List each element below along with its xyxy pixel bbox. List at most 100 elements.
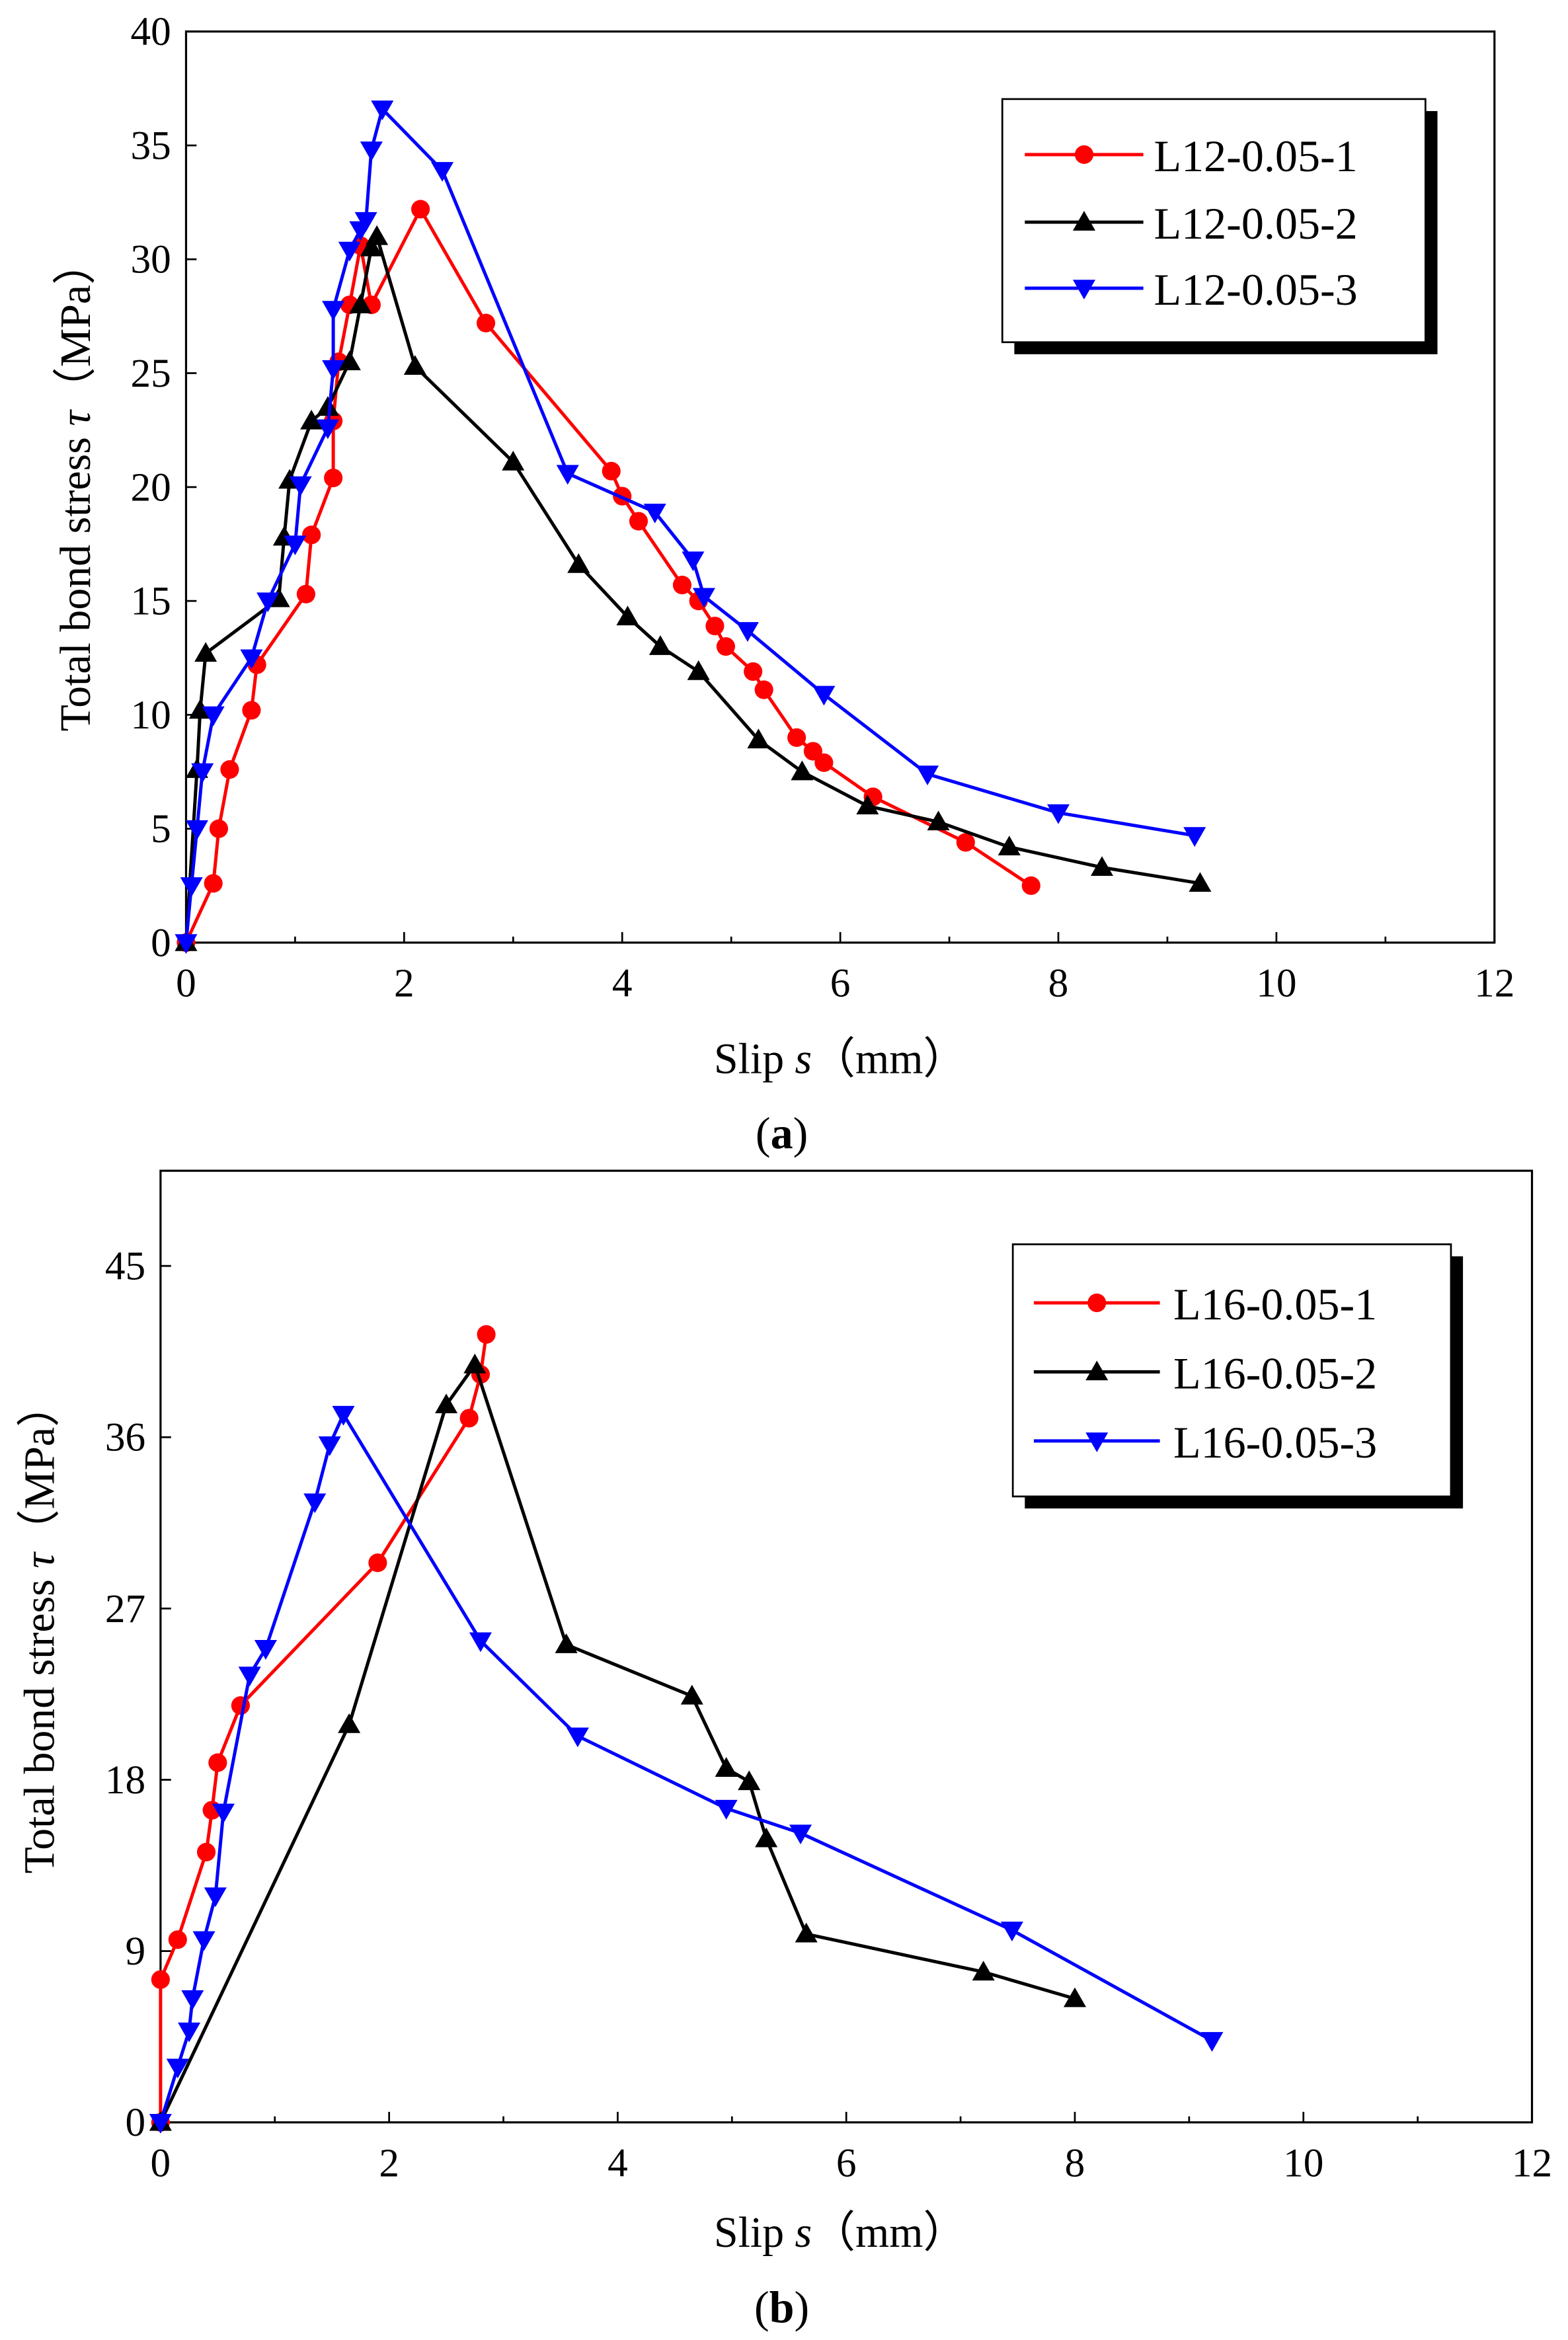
- data-point: [209, 819, 229, 838]
- data-point: [332, 1405, 355, 1426]
- y-tick-label: 9: [126, 1929, 146, 1974]
- y-tick-label: 10: [130, 693, 171, 738]
- data-point: [208, 1753, 227, 1772]
- data-point: [567, 553, 590, 573]
- x-tick-label: 0: [176, 961, 196, 1006]
- x-tick-label: 12: [1474, 961, 1514, 1006]
- data-point: [196, 1842, 216, 1861]
- data-point: [338, 241, 361, 262]
- data-point: [242, 701, 261, 720]
- data-point: [556, 465, 579, 485]
- series-L16-0.05-3: [149, 1405, 1224, 2134]
- x-tick-label: 8: [1065, 2140, 1085, 2185]
- legend-entry: L16-0.05-1: [1033, 1279, 1377, 1329]
- data-point: [459, 1409, 479, 1428]
- data-point: [178, 2022, 201, 2043]
- data-point: [791, 760, 814, 781]
- y-tick-label: 0: [151, 920, 171, 965]
- series-group: [149, 1325, 1224, 2134]
- data-point: [476, 313, 496, 332]
- data-point: [168, 1930, 187, 1949]
- data-point: [303, 1493, 327, 1514]
- y-axis-title: Total bond stress τ（MPa）: [52, 241, 100, 731]
- axis-ticks: 0 2 4 6 8 10 12 0 9 18 27 36 45: [105, 1244, 1552, 2186]
- data-point: [322, 301, 345, 321]
- data-point: [1021, 876, 1040, 895]
- y-tick-label: 15: [130, 579, 171, 624]
- legend-entry: L16-0.05-2: [1033, 1348, 1377, 1398]
- data-point: [648, 635, 672, 655]
- axis-ticks: 0 2 4 6 8 10 12 0 5 10 15 20 25 30 35 40: [130, 9, 1514, 1006]
- legend-marker: [1085, 1360, 1109, 1381]
- data-point: [175, 934, 198, 955]
- y-tick-label: 25: [130, 351, 171, 396]
- data-point: [204, 1887, 227, 1908]
- data-point: [238, 1666, 261, 1687]
- data-point: [181, 1990, 204, 2010]
- legend-marker: [1072, 280, 1095, 300]
- x-tick-label: 6: [836, 2140, 857, 2185]
- data-point: [602, 461, 621, 481]
- data-point: [754, 680, 773, 699]
- data-point: [338, 1713, 361, 1733]
- data-point: [284, 535, 307, 556]
- series-line: [159, 1363, 1076, 2123]
- data-point: [469, 1632, 492, 1653]
- data-point: [814, 753, 834, 772]
- data-point: [789, 1824, 812, 1845]
- legend-marker: [1085, 1432, 1109, 1452]
- x-tick-label: 10: [1283, 2140, 1323, 2185]
- y-tick-label: 35: [130, 123, 171, 168]
- data-point: [431, 162, 454, 182]
- legend-label: L16-0.05-2: [1173, 1348, 1377, 1398]
- panel-label-a: (a): [756, 1108, 808, 1158]
- data-point: [1090, 856, 1114, 877]
- data-point: [916, 765, 939, 786]
- y-tick-label: 27: [105, 1586, 145, 1631]
- x-axis-title: Slip s（mm）: [714, 2208, 966, 2257]
- data-point: [972, 1961, 995, 1981]
- data-point: [316, 396, 339, 416]
- data-point: [204, 874, 223, 893]
- data-point: [324, 468, 343, 488]
- data-point: [316, 419, 339, 440]
- data-point: [616, 605, 639, 626]
- legend-marker: [1074, 145, 1094, 164]
- data-point: [856, 795, 879, 815]
- data-point: [687, 660, 710, 680]
- y-tick-label: 36: [105, 1415, 145, 1460]
- y-tick-label: 18: [105, 1758, 145, 1803]
- data-point: [1183, 827, 1206, 847]
- data-point: [349, 293, 372, 313]
- panel-label-b: (b): [754, 2282, 809, 2332]
- data-point: [212, 1803, 235, 1824]
- x-tick-label: 8: [1048, 961, 1069, 1006]
- data-point: [368, 1553, 387, 1573]
- data-point: [411, 200, 430, 219]
- x-tick-label: 4: [612, 961, 633, 1006]
- data-point: [202, 706, 225, 726]
- data-point: [705, 616, 725, 636]
- data-point: [680, 1684, 703, 1705]
- data-point: [338, 350, 361, 371]
- y-tick-label: 20: [130, 465, 171, 510]
- data-point: [188, 699, 212, 719]
- data-point: [1063, 1987, 1086, 2008]
- y-tick-label: 0: [126, 2100, 146, 2145]
- data-point: [231, 1696, 250, 1715]
- data-point: [185, 820, 208, 840]
- y-tick-label: 45: [105, 1244, 145, 1289]
- data-point: [318, 1436, 341, 1456]
- data-point: [360, 237, 383, 256]
- data-point: [1046, 804, 1070, 824]
- data-point: [927, 810, 950, 831]
- data-point: [166, 2058, 189, 2079]
- data-point: [716, 637, 736, 656]
- data-point: [715, 1799, 738, 1820]
- legend-marker: [1072, 211, 1095, 231]
- data-point: [296, 584, 315, 604]
- data-point: [289, 476, 312, 496]
- data-point: [629, 512, 648, 531]
